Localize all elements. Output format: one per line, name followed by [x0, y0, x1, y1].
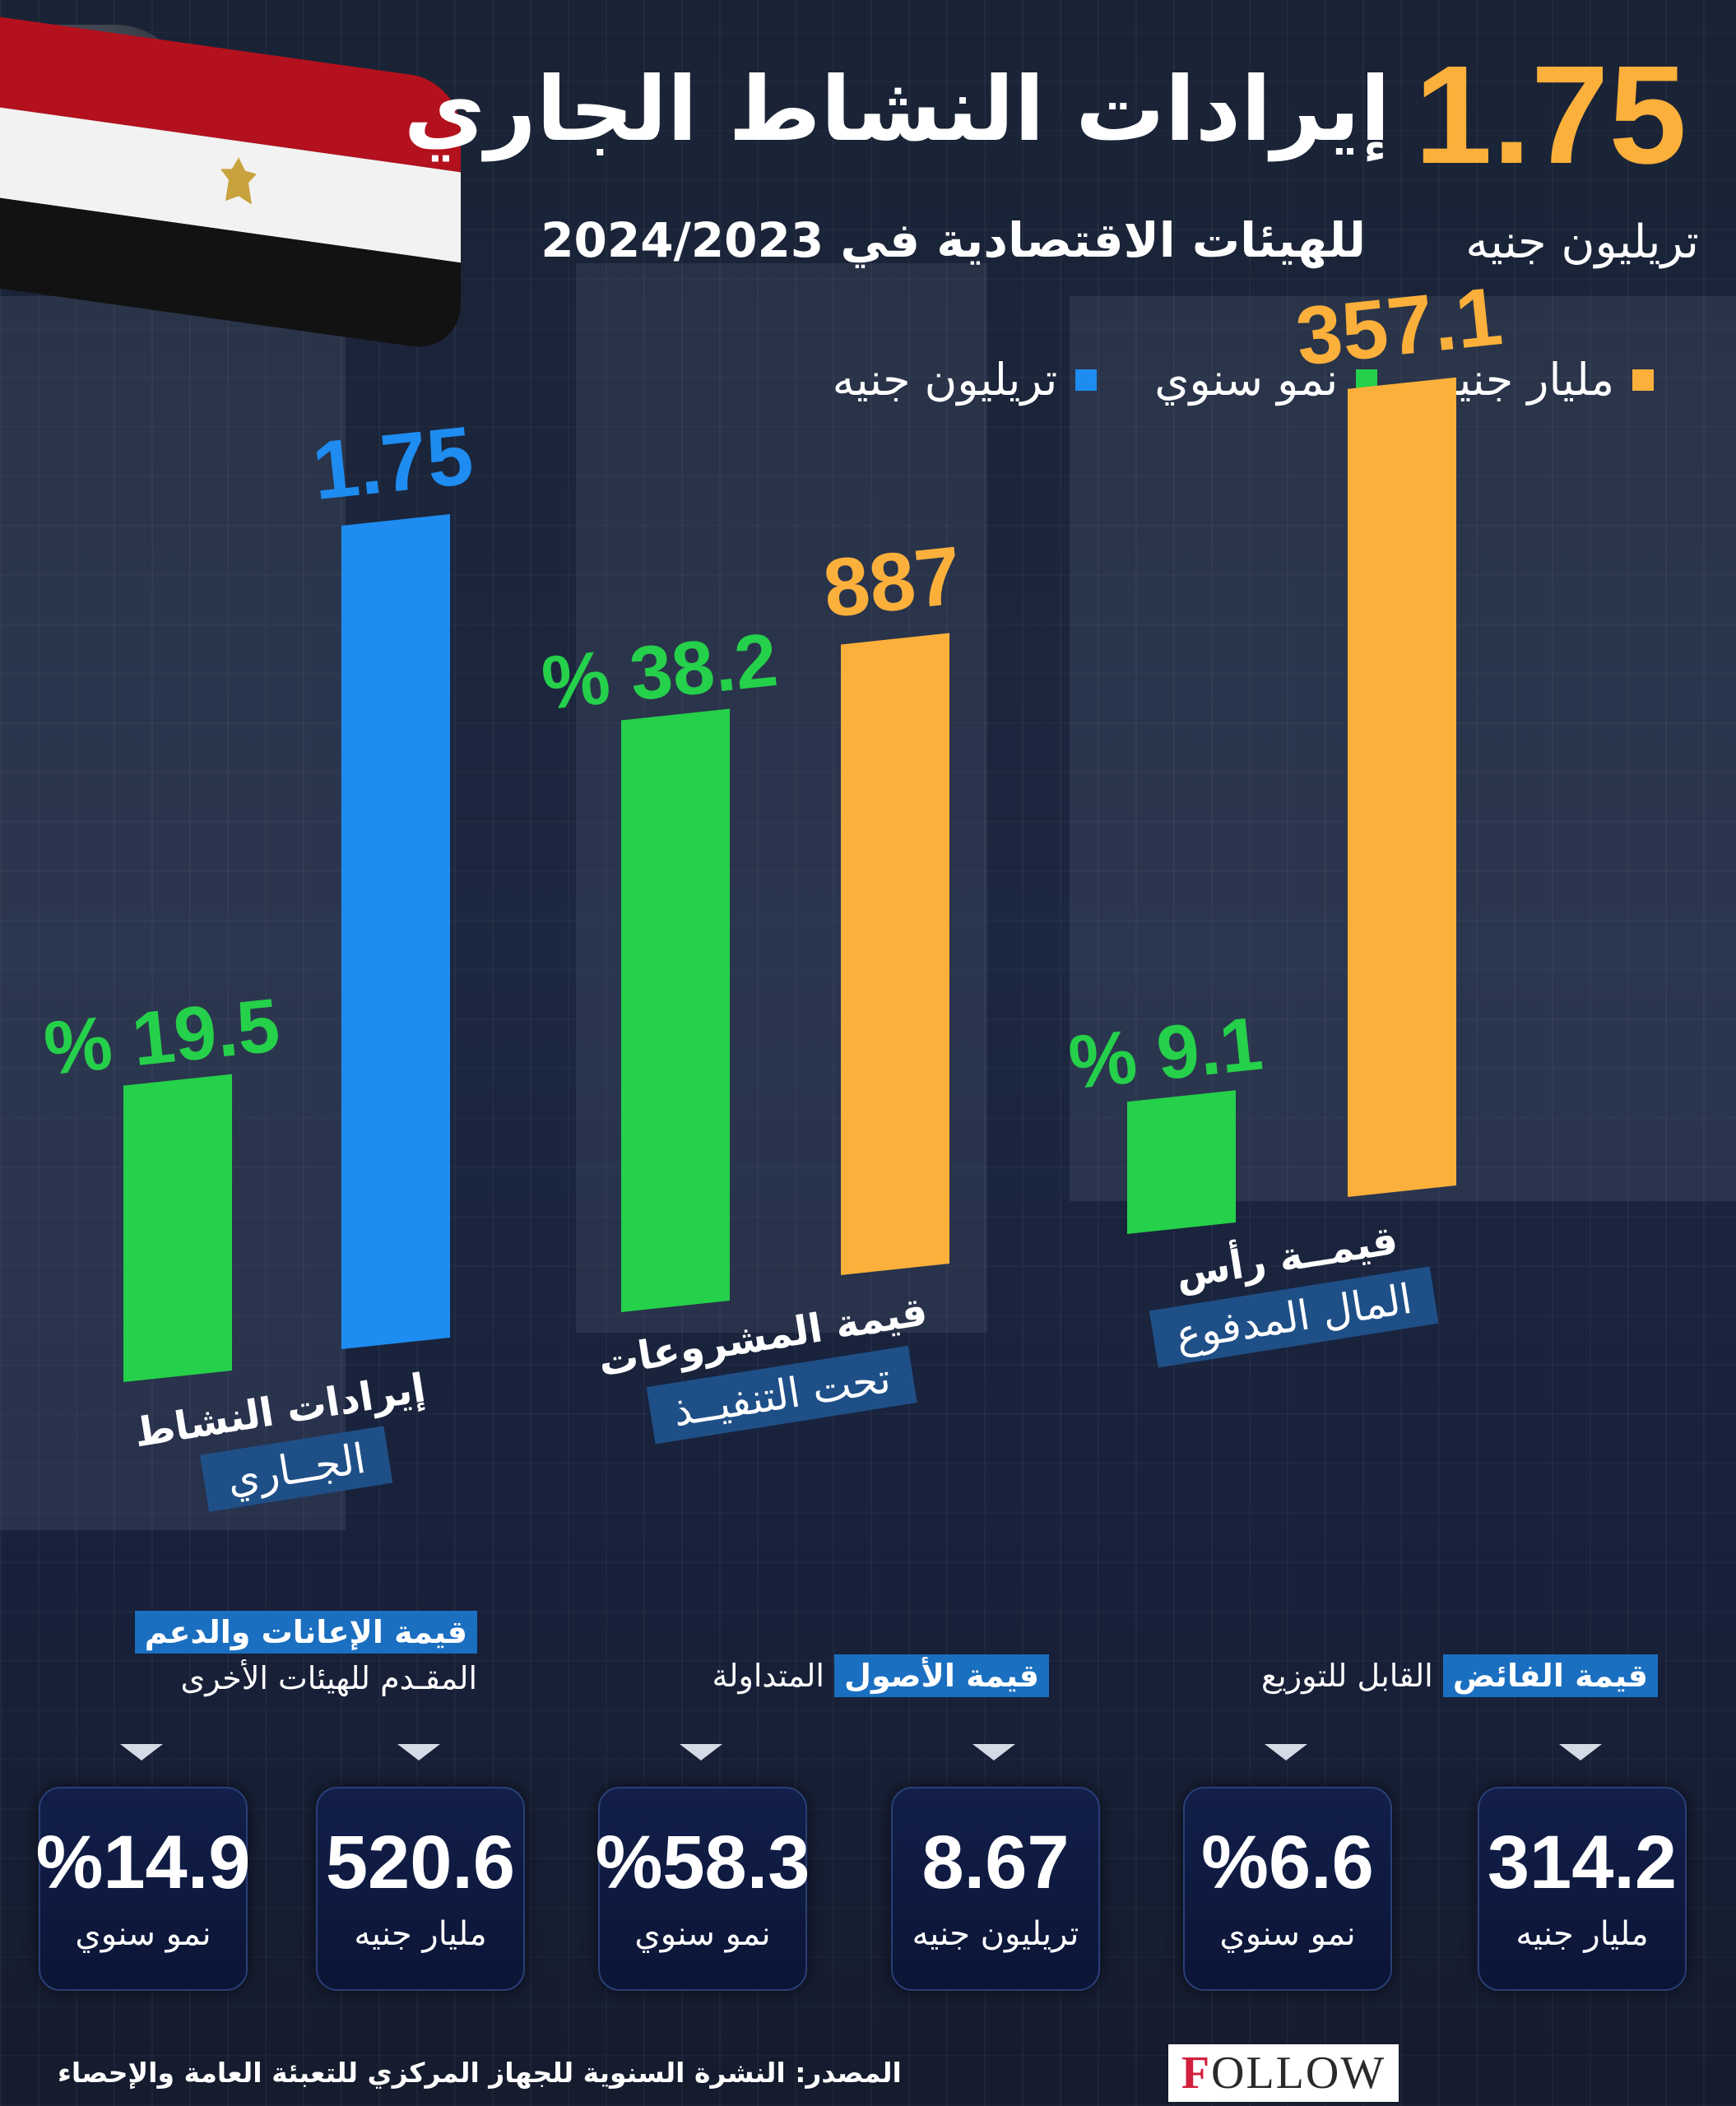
- section-heading-second: المقـدم للهيئات الأخرى: [180, 1660, 477, 1696]
- legend-item-growth: نمو سنوي: [1154, 354, 1378, 406]
- section-heading-highlight: قيمة الأصول: [834, 1654, 1049, 1697]
- value-bar: [341, 514, 450, 1349]
- growth-bar: [621, 708, 730, 1312]
- value-bar: [841, 633, 949, 1275]
- legend-label: مليار جنيه: [1435, 354, 1614, 406]
- section-heading-highlight: قيمة الإعانات والدعم: [134, 1611, 477, 1654]
- growth-bar-label: % 19.5: [40, 983, 284, 1091]
- growth-bar-label: % 9.1: [1065, 1001, 1266, 1105]
- stat-card-surplus-value: 314.2 مليار جنيه: [1478, 1787, 1687, 1991]
- stat-card-subsidies-growth: %14.9 نمو سنوي: [35, 1787, 251, 1991]
- stat-card-value: %58.3: [595, 1821, 810, 1904]
- growth-bar: [123, 1074, 232, 1382]
- brand-logo: FOLLOW: [1168, 2044, 1399, 2102]
- value-bar-label: 357.1: [1292, 270, 1506, 383]
- headline-number: 1.75: [1414, 37, 1687, 193]
- down-arrow-icon: [972, 1744, 1015, 1760]
- egypt-flag-image: [0, 16, 461, 354]
- stat-card-unit: تريليون جنيه: [912, 1915, 1079, 1953]
- legend-label: تريليون جنيه: [832, 354, 1058, 406]
- stat-card-value: 314.2: [1487, 1821, 1678, 1904]
- legend-swatch-orange: [1632, 369, 1654, 391]
- growth-bar: [1127, 1090, 1236, 1234]
- growth-bar-label: % 38.2: [538, 618, 782, 726]
- down-arrow-icon: [1559, 1744, 1602, 1760]
- source-note: المصدر: النشرة السنوية للجهاز المركزي لل…: [58, 2057, 902, 2089]
- eagle-icon: [210, 145, 267, 227]
- value-bar-label: 1.75: [309, 409, 477, 517]
- stat-card-unit: مليار جنيه: [354, 1915, 487, 1953]
- down-arrow-icon: [397, 1744, 440, 1760]
- stat-card-assets-growth: %58.3 نمو سنوي: [595, 1787, 810, 1991]
- stat-card-unit: مليار جنيه: [1516, 1915, 1649, 1953]
- legend-swatch-blue: [1075, 369, 1098, 391]
- section-heading-highlight: قيمة الفائض: [1442, 1654, 1658, 1697]
- section-heading-assets: قيمة الأصول المتداولة: [712, 1654, 1049, 1697]
- down-arrow-icon: [680, 1744, 722, 1760]
- value-bar: [1348, 377, 1456, 1197]
- section-heading-rest: المتداولة: [712, 1658, 824, 1694]
- stat-card-assets-value: 8.67 تريليون جنيه: [891, 1787, 1100, 1991]
- stat-card-unit: نمو سنوي: [1219, 1915, 1356, 1953]
- page-title: إيرادات النشاط الجاري: [403, 58, 1390, 161]
- stat-card-unit: نمو سنوي: [75, 1915, 211, 1953]
- stat-card-value: %6.6: [1201, 1821, 1374, 1904]
- stat-card-subsidies-value: 520.6 مليار جنيه: [316, 1787, 525, 1991]
- page-subtitle: للهيئات الاقتصادية في 2024/2023: [541, 212, 1366, 268]
- stat-card-value: 520.6: [325, 1821, 516, 1904]
- stat-card-value: %14.9: [35, 1821, 251, 1904]
- down-arrow-icon: [120, 1744, 163, 1760]
- section-heading-rest: القابل للتوزيع: [1260, 1658, 1433, 1694]
- legend-label: نمو سنوي: [1154, 354, 1339, 406]
- section-heading-surplus: قيمة الفائض القابل للتوزيع: [1260, 1654, 1658, 1697]
- chart-legend: مليار جنيه نمو سنوي تريليون جنيه: [833, 354, 1654, 406]
- legend-item-trillion: تريليون جنيه: [833, 354, 1098, 406]
- legend-item-billion: مليار جنيه: [1435, 354, 1654, 406]
- stat-card-unit: نمو سنوي: [634, 1915, 771, 1953]
- section-heading-subsidies: قيمة الإعانات والدعم المقـدم للهيئات الأ…: [134, 1611, 477, 1696]
- brand-logo-text: FOLLOW: [1181, 2048, 1386, 2099]
- stat-card-surplus-growth: %6.6 نمو سنوي: [1183, 1787, 1392, 1991]
- stat-card-value: 8.67: [921, 1821, 1070, 1904]
- down-arrow-icon: [1265, 1744, 1307, 1760]
- headline-unit: تريليون جنيه: [1465, 216, 1699, 269]
- value-bar-label: 887: [819, 529, 966, 635]
